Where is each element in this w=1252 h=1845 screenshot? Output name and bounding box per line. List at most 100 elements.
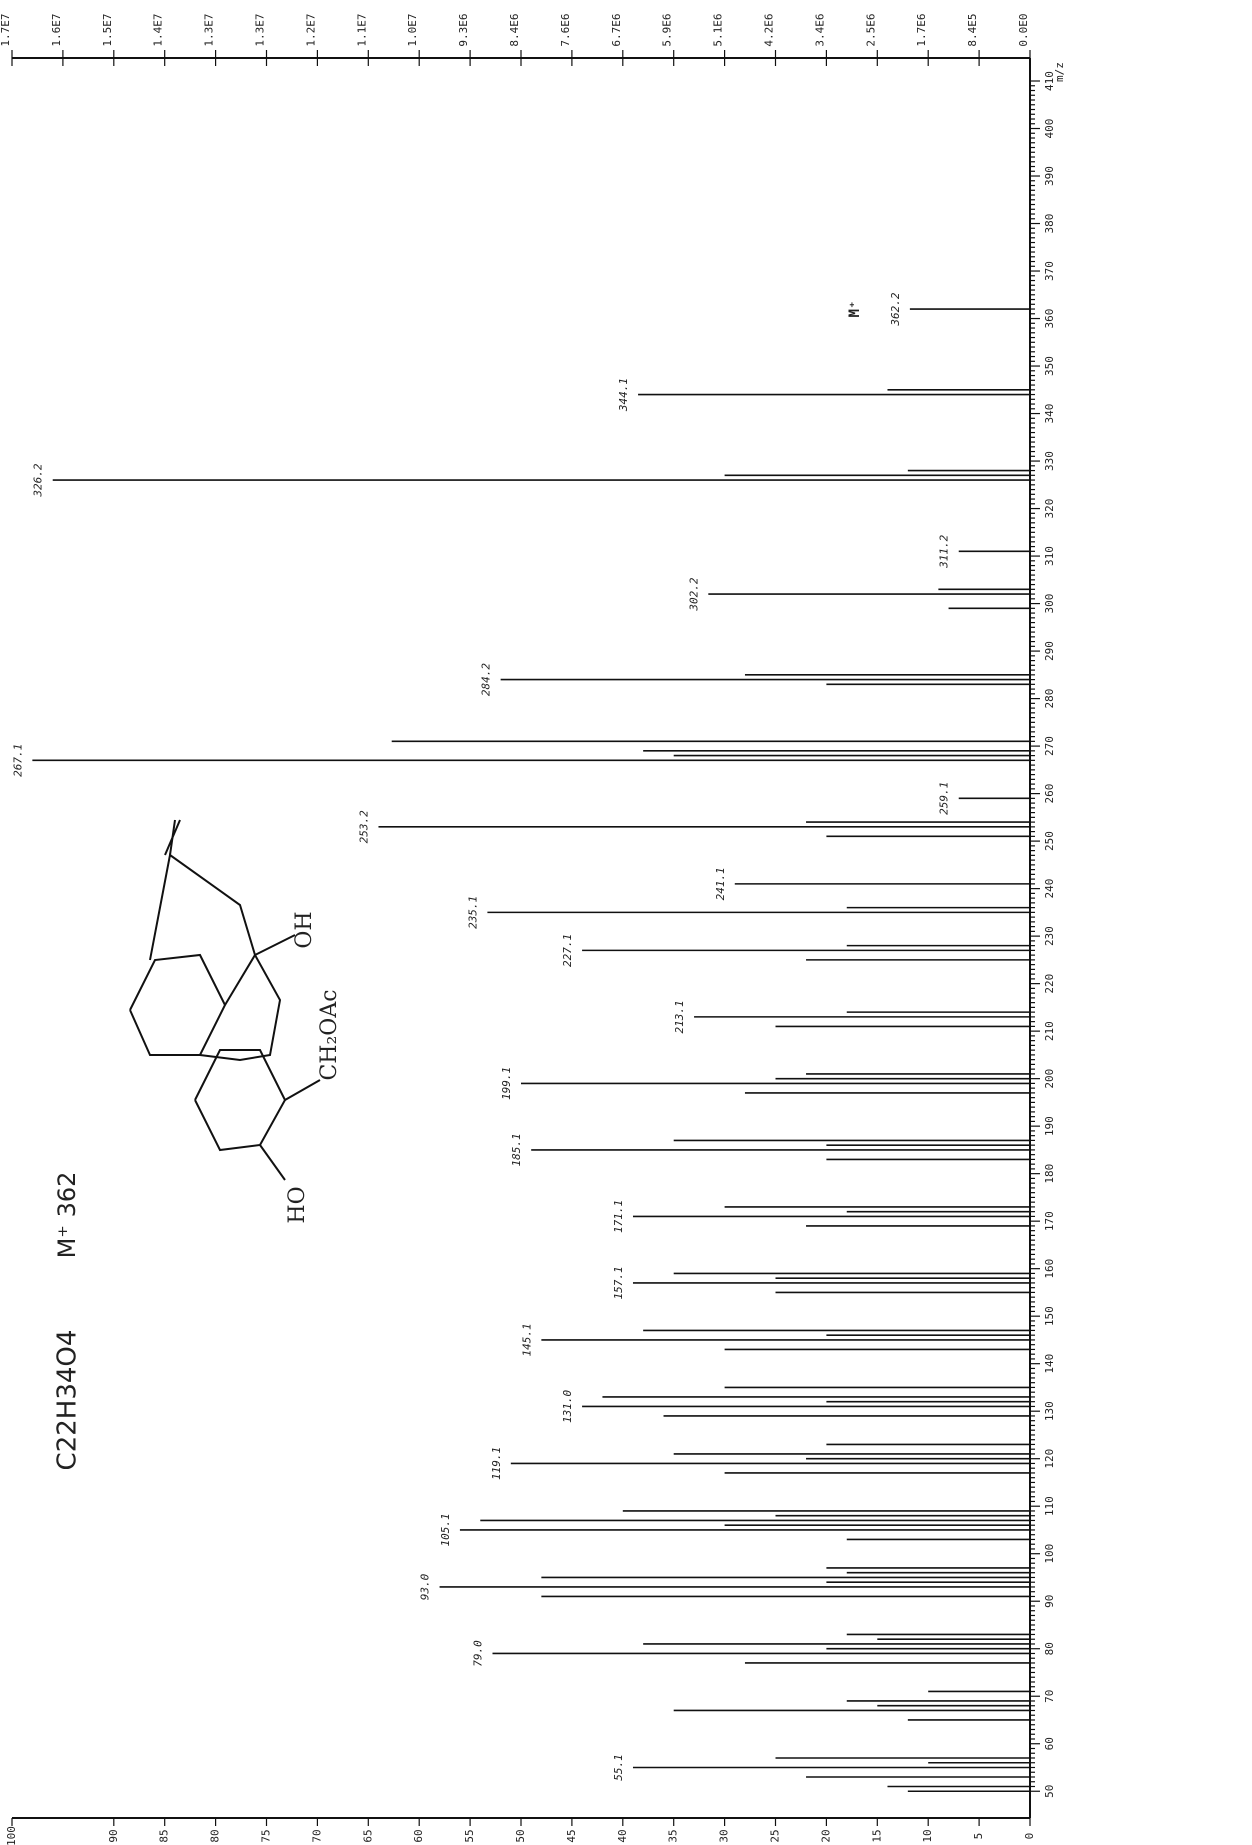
y2-tick-label: 1.6E7 <box>50 13 63 46</box>
y-tick-label: 75 <box>260 1829 273 1842</box>
y-tick-label: 5 <box>972 1833 985 1840</box>
peak-label: 79.0 <box>471 1640 484 1667</box>
ring <box>129 953 227 1056</box>
x-tick-label: 60 <box>1043 1737 1056 1750</box>
peak-label: 199.1 <box>500 1067 513 1100</box>
y-tick-label: 35 <box>667 1829 680 1842</box>
y2-tick-label: 8.4E6 <box>508 13 521 46</box>
x-tick-label: 410 <box>1043 71 1056 91</box>
x-tick-label: 270 <box>1043 736 1056 756</box>
peak-label: 131.0 <box>561 1390 574 1423</box>
x-tick-label: 360 <box>1043 309 1056 329</box>
x-tick-label: 110 <box>1043 1496 1056 1516</box>
peak-label: 302.2 <box>687 577 700 611</box>
x-tick-label: 130 <box>1043 1401 1056 1421</box>
x-tick-label: 180 <box>1043 1164 1056 1184</box>
peak-label: 284.2 <box>480 663 493 696</box>
x-tick-label: 160 <box>1043 1259 1056 1279</box>
y-tick-label: 55 <box>463 1829 476 1842</box>
x-tick-label: 210 <box>1043 1021 1056 1041</box>
y2-tick-label: 6.7E6 <box>610 13 623 46</box>
x-tick-label: 150 <box>1043 1306 1056 1326</box>
x-tick-label: 320 <box>1043 499 1056 519</box>
x-tick-label: 100 <box>1043 1544 1056 1564</box>
y2-tick-label: 1.7E6 <box>915 13 928 46</box>
x-tick-label: 80 <box>1043 1642 1056 1655</box>
peak-label: 145.1 <box>520 1323 533 1356</box>
y2-tick-label: 0.0E0 <box>1017 13 1030 46</box>
y-tick-label: 65 <box>361 1829 374 1842</box>
y-tick-label: 90 <box>107 1829 120 1842</box>
x-tick-label: 250 <box>1043 831 1056 851</box>
y2-tick-label: 4.2E6 <box>763 13 776 46</box>
x-tick-label: 50 <box>1043 1785 1056 1798</box>
bond <box>259 1144 286 1181</box>
y2-tick-label: 7.6E6 <box>559 13 572 46</box>
x-tick-label: 300 <box>1043 594 1056 614</box>
y-tick-label: 80 <box>209 1829 222 1842</box>
y-tick-label: 85 <box>158 1829 171 1842</box>
x-tick-label: 340 <box>1043 404 1056 424</box>
y2-tick-label: 5.9E6 <box>661 13 674 46</box>
peak-label: 362.2 <box>889 292 902 326</box>
y-tick-label: 30 <box>718 1829 731 1842</box>
y2-tick-label: 1.3E7 <box>203 13 216 46</box>
x-tick-label: 120 <box>1043 1449 1056 1469</box>
peak-label: 185.1 <box>510 1133 523 1166</box>
ring <box>199 953 282 1062</box>
y2-tick-label: 1.2E7 <box>304 13 317 46</box>
y-tick-label: 60 <box>412 1829 425 1842</box>
x-tick-label: 140 <box>1043 1354 1056 1374</box>
structure <box>129 819 321 1181</box>
bond <box>254 934 296 956</box>
y2-tick-label: 5.1E6 <box>712 13 725 46</box>
y-tick-label: 10 <box>921 1829 934 1842</box>
peak-label: 326.2 <box>32 463 45 497</box>
peak-label: 259.1 <box>938 782 951 815</box>
x-tick-label: 240 <box>1043 879 1056 899</box>
x-tick-label: 220 <box>1043 974 1056 994</box>
y2-tick-label: 1.0E7 <box>406 13 419 46</box>
structure-label: OH <box>292 911 317 948</box>
x-tick-label: 390 <box>1043 166 1056 186</box>
x-tick-label: 310 <box>1043 546 1056 566</box>
y-tick-label: 50 <box>514 1829 527 1842</box>
peak-label: 253.2 <box>357 810 370 843</box>
formula: C22H34O4 <box>53 1330 83 1471</box>
x-tick-label: 350 <box>1043 356 1056 376</box>
y2-tick-label: 1.7E7 <box>0 13 12 46</box>
x-tick-label: 290 <box>1043 641 1056 661</box>
y-tick-label: 40 <box>616 1829 629 1842</box>
y2-tick-label: 9.3E6 <box>457 13 470 46</box>
y-tick-label: 45 <box>565 1829 578 1842</box>
y-tick-label: 15 <box>870 1829 883 1842</box>
x-tick-label: 190 <box>1043 1116 1056 1136</box>
x-tick-label: 200 <box>1043 1069 1056 1089</box>
y2-tick-label: 1.1E7 <box>355 13 368 46</box>
x-tick-label: 330 <box>1043 451 1056 471</box>
y2-tick-label: 2.5E6 <box>864 13 877 46</box>
y2-tick-label: 1.5E7 <box>101 13 114 46</box>
structure-label: HO <box>285 1186 310 1223</box>
x-tick-label: 170 <box>1043 1211 1056 1231</box>
exo-bond <box>164 819 181 856</box>
y-tick-label: 20 <box>819 1829 832 1842</box>
bridge <box>149 853 256 961</box>
peak-label: 93.0 <box>419 1573 432 1600</box>
y-tick-label: 70 <box>310 1829 323 1842</box>
peak-label: 267.1 <box>11 744 24 777</box>
x-tick-label: 230 <box>1043 926 1056 946</box>
molecular-ion: M⁺ 362 <box>53 1172 81 1259</box>
x-tick-label: 380 <box>1043 214 1056 234</box>
y2-tick-label: 1.4E7 <box>152 13 165 46</box>
y-tick-label: 100 <box>5 1826 18 1845</box>
peak-label: 241.1 <box>714 867 727 900</box>
x-tick-label: 280 <box>1043 689 1056 709</box>
peak-label: 311.2 <box>938 534 951 568</box>
peak-label: 105.1 <box>439 1513 452 1546</box>
peak-label: 171.1 <box>612 1200 625 1233</box>
structure-label: CH₂OAc <box>317 989 342 1080</box>
ring <box>194 1049 287 1152</box>
peak-label: 227.1 <box>561 934 574 967</box>
